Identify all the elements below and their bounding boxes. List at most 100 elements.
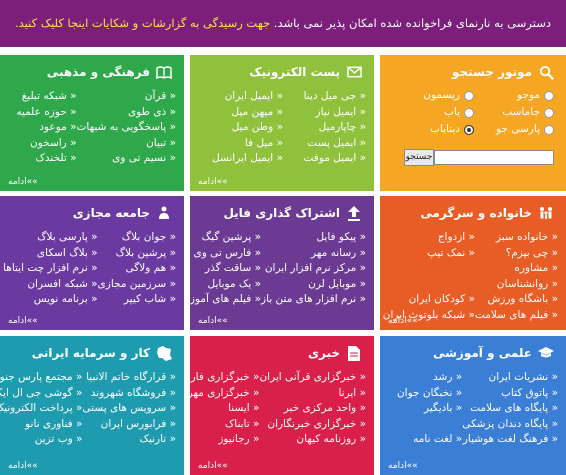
link[interactable]: رسانه مهر [261,246,366,262]
link[interactable]: چاپارمیل [283,120,366,136]
radio-parsijoo[interactable]: پارسی جو [474,122,554,137]
link[interactable]: نخبگان جوان [390,386,462,402]
radio-yab[interactable]: یاب [394,105,474,120]
link[interactable]: نشریات ایران [462,370,558,386]
link[interactable]: خبرگزاری فارس [190,370,259,386]
link[interactable]: میهن میل [200,105,283,121]
report-link[interactable]: جهت رسیدگی به گزارشات و شکایات اینجا کلی… [15,16,274,30]
link[interactable]: فیلم های آموزشی [190,292,261,308]
link[interactable]: خبرگزاری قرآنی ایران [259,370,366,386]
link[interactable]: چی بپزم؟ [475,246,558,262]
link[interactable]: تلخندک [10,151,77,167]
link[interactable]: خبرگزاری خبرنگاران [259,417,366,433]
link[interactable]: وطن میل [200,120,283,136]
radio-mojo[interactable]: موجو [474,88,554,103]
more-link[interactable]: ادامه [388,461,418,471]
link[interactable]: فرابورس ایران [82,417,176,433]
search-button[interactable]: جستجو [404,149,434,166]
more-link[interactable]: ادامه [388,316,418,326]
link[interactable]: ایسنا [190,401,259,417]
radio-datayab[interactable]: دیتایاب [394,122,474,137]
link[interactable]: فیلم های سلامت [475,308,558,324]
link[interactable]: موعود [10,120,77,136]
link[interactable]: موبایل لرن [261,277,366,293]
more-link[interactable]: ادامه [8,461,38,471]
link[interactable]: راسخون [10,136,77,152]
link[interactable]: ازدواج [383,230,475,246]
link[interactable]: پاتوق کتاب [462,386,558,402]
link[interactable]: پیکو فایل [261,230,366,246]
link[interactable]: پرداخت الکترونیک [0,401,82,417]
link[interactable]: کودکان ایران [383,292,475,308]
link[interactable]: نرم افزار چت ایتاها [3,261,97,277]
link[interactable]: خبرگزاری مهر [190,386,259,402]
link[interactable]: جی میل دینا [283,89,366,105]
search-input[interactable] [434,150,554,165]
more-link[interactable]: ادامه [198,177,228,187]
panel-title: خانواده و سرگرمی [420,205,554,221]
more-link[interactable]: ادامه [8,177,38,187]
link[interactable]: واحد مرکزی خبر [259,401,366,417]
link[interactable]: تابناک [190,417,259,433]
link[interactable]: نسیم تی وی [77,151,176,167]
link[interactable]: ایمیل موفت [283,151,366,167]
link[interactable]: ایمیل ایرانسل [200,151,283,167]
link[interactable]: ایمیل ایران [200,89,283,105]
link[interactable]: هم ولاگی [98,261,176,277]
radio-rismoon[interactable]: ریسمون [394,88,474,103]
radio-jamasb[interactable]: جاماسب [474,105,554,120]
more-link[interactable]: ادامه [198,316,228,326]
link[interactable]: ایمیل نیاز [283,105,366,121]
link[interactable]: نرم افزار های متن باز [261,292,366,308]
link[interactable]: حوزه علمیه [10,105,77,121]
notice-banner[interactable]: دسترسی به نارنمای فراخوانده شده امکان پذ… [0,0,566,47]
link[interactable]: گوشی جی ال ایکس [0,386,82,402]
link[interactable]: روزنامه کیهان [259,432,366,448]
link[interactable]: فارس تی وی [190,246,261,262]
link[interactable]: برنامه نویس [3,292,97,308]
more-link[interactable]: ادامه [198,461,228,471]
link[interactable]: پرشین بلاگ [98,246,176,262]
link[interactable]: رجانیوز [190,432,259,448]
link[interactable]: قرآن [77,89,176,105]
link[interactable]: وب تزین [0,432,82,448]
link[interactable]: لغت نامه [390,432,462,448]
link[interactable]: میل فا [200,136,283,152]
link[interactable]: سرزمین مجازی [98,277,176,293]
link[interactable]: نمک تیپ [383,246,475,262]
link[interactable]: ساقت گذر [190,261,261,277]
link[interactable]: تبیان [77,136,176,152]
link[interactable]: فروشگاه شهروند [82,386,176,402]
link[interactable]: رشد [390,370,462,386]
link[interactable]: جوان بلاگ [98,230,176,246]
link[interactable]: پارسی بلاگ [3,230,97,246]
link[interactable]: تارنیک [82,432,176,448]
link[interactable]: بادیگیر [390,401,462,417]
more-link[interactable]: ادامه [8,316,38,326]
link[interactable]: شبکه افسران [3,277,97,293]
link[interactable]: مجتمع پارس جنوبی [0,370,82,386]
link[interactable]: سرویس های پستی [82,401,176,417]
link[interactable]: فناوری نانو [0,417,82,433]
link[interactable]: مرکز نرم افزار ایران [261,261,366,277]
link[interactable]: روانشناسان [475,277,558,293]
link[interactable]: پاسخگویی به شبهات [77,120,176,136]
panel-title: جامعه مجازی [73,205,172,221]
link[interactable]: باشگاه ورزش [475,292,558,308]
link[interactable]: پایگاه دندان پزشکی [462,417,558,433]
link-column: پارسی بلاگ بلاگ اسکای نرم افزار چت ایتاه… [3,230,97,308]
link[interactable]: ایمیل پست [283,136,366,152]
link[interactable]: خانواده سبز [475,230,558,246]
people-icon [156,205,172,221]
link[interactable]: مشاوره [475,261,558,277]
link[interactable]: فرهنگ لغت هوشیار [462,432,558,448]
link[interactable]: پایگاه های سلامت [462,401,558,417]
link[interactable]: یک موبایل [190,277,261,293]
link[interactable]: شبکه تبلیغ [10,89,77,105]
link[interactable]: ایرنا [259,386,366,402]
link[interactable]: ذی طوی [77,105,176,121]
link[interactable]: قرارگاه خاتم الانبیا [82,370,176,386]
link[interactable]: شاب کیپر [98,292,176,308]
link[interactable]: پرشین گیگ [190,230,261,246]
link[interactable]: بلاگ اسکای [3,246,97,262]
